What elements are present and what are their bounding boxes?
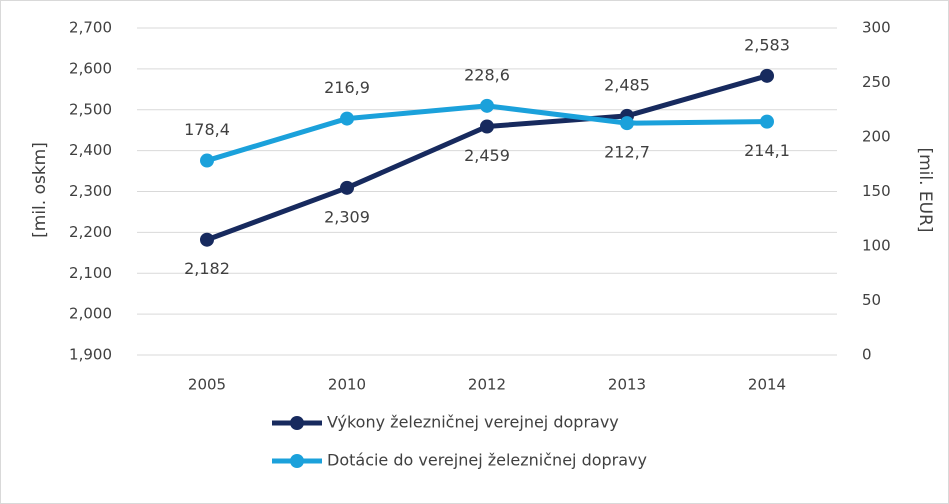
data-point	[200, 232, 214, 247]
legend-label: Dotácie do verejnej železničnej dopravy	[327, 451, 647, 470]
y2-tick-label: 150	[862, 182, 891, 200]
data-point	[760, 114, 774, 129]
data-label: 2,309	[324, 207, 370, 226]
y2-axis-title: [mil. EUR]	[915, 147, 935, 232]
data-label: 212,7	[604, 143, 650, 162]
y2-tick-label: 300	[862, 19, 891, 37]
data-point	[480, 98, 494, 113]
y2-tick-label: 100	[862, 237, 891, 255]
y-tick-label: 2,600	[69, 59, 112, 77]
y2-tick-label: 0	[862, 346, 872, 364]
data-label: 214,1	[744, 141, 790, 160]
data-point	[480, 119, 494, 134]
x-tick-label: 2005	[188, 376, 226, 394]
y-tick-label: 1,900	[69, 346, 112, 364]
y-axis-title: [mil. oskm]	[30, 142, 50, 238]
data-point	[200, 153, 214, 168]
legend-marker	[290, 454, 304, 468]
data-label: 216,9	[324, 78, 370, 97]
x-tick-label: 2014	[748, 376, 786, 394]
data-point	[760, 68, 774, 83]
legend-label: Výkony železničnej verejnej dopravy	[327, 413, 619, 432]
data-label: 2,182	[184, 259, 230, 278]
data-label: 2,459	[464, 146, 510, 165]
y-tick-label: 2,000	[69, 305, 112, 323]
data-point	[340, 180, 354, 195]
data-label: 2,583	[744, 35, 790, 54]
y2-tick-label: 50	[862, 291, 881, 309]
x-tick-label: 2013	[608, 376, 646, 394]
y-tick-label: 2,200	[69, 223, 112, 241]
y-tick-label: 2,400	[69, 141, 112, 159]
y2-tick-label: 200	[862, 128, 891, 146]
y2-tick-label: 250	[862, 73, 891, 91]
x-tick-label: 2010	[328, 376, 366, 394]
y-tick-label: 2,300	[69, 182, 112, 200]
data-point	[620, 116, 634, 131]
data-label: 178,4	[184, 120, 230, 139]
x-tick-label: 2012	[468, 376, 506, 394]
data-label: 2,485	[604, 75, 650, 94]
data-label: 228,6	[464, 65, 510, 84]
legend-marker	[290, 416, 304, 430]
y-tick-label: 2,100	[69, 264, 112, 282]
y-tick-label: 2,700	[69, 19, 112, 37]
data-point	[340, 111, 354, 126]
y-tick-label: 2,500	[69, 100, 112, 118]
